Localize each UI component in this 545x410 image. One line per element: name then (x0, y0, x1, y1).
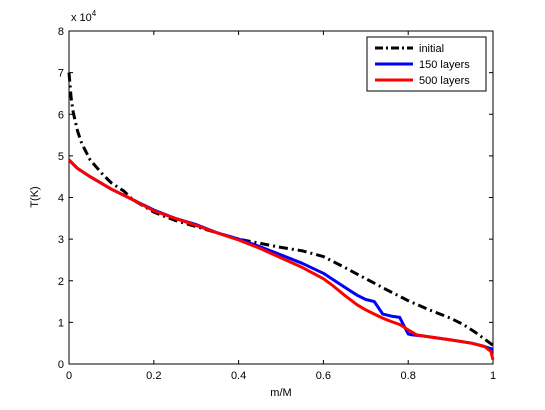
x-tick-label: 0.6 (316, 370, 331, 382)
y-tick-label: 8 (58, 26, 64, 38)
x-axis-label: m/M (270, 387, 291, 399)
series-layer (67, 72, 495, 361)
x-tick-label: 1 (490, 370, 496, 382)
y-tick-label: 5 (58, 151, 64, 163)
initial-series-line (67, 72, 494, 347)
y-multiplier-exponent: 4 (92, 9, 97, 18)
y-tick-label: 2 (58, 276, 64, 288)
x-tick-label: 0 (66, 370, 72, 382)
legend: initial 150 layers 500 layers (366, 36, 487, 92)
x-tick-label: 0.2 (146, 370, 161, 382)
y-tick-label: 6 (58, 109, 64, 121)
y-axis-multiplier: x 104 (71, 9, 97, 24)
y-tick-label: 4 (58, 193, 64, 205)
x-tick-label: 0.8 (401, 370, 416, 382)
y-tick-label: 3 (58, 234, 64, 246)
y-tick-label: 7 (58, 68, 64, 80)
legend-label-150-layers: 150 layers (419, 59, 470, 71)
y-axis-label: T(K) (29, 186, 41, 207)
y-multiplier-base: x 10 (71, 12, 92, 24)
x-tick-label: 0.4 (231, 370, 246, 382)
legend-label-500-layers: 500 layers (419, 75, 470, 87)
500-layers-series-line (67, 158, 495, 361)
legend-label-initial: initial (419, 43, 444, 55)
y-tick-label: 1 (58, 317, 64, 329)
axis-ticks: 0 0.2 0.4 0.6 0.8 1 0 1 2 3 4 5 6 7 8 (58, 26, 496, 382)
y-tick-label: 0 (58, 359, 64, 371)
